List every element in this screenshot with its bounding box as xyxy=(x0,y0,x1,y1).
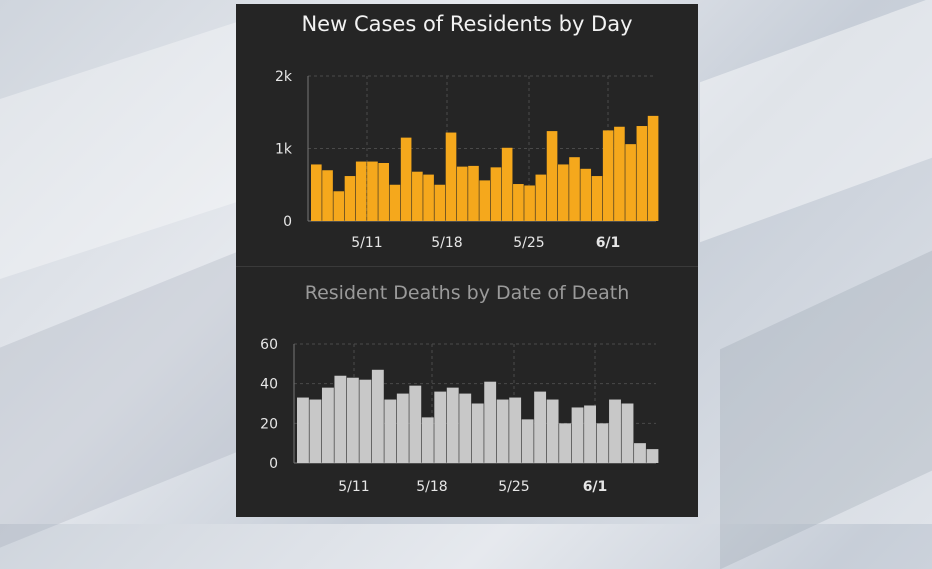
cases-bar[interactable] xyxy=(546,131,558,221)
deaths-y-tick-label: 60 xyxy=(260,337,278,353)
deaths-bar[interactable] xyxy=(371,369,384,463)
cases-bar[interactable] xyxy=(445,132,457,221)
deaths-bar[interactable] xyxy=(534,391,547,463)
cases-bar[interactable] xyxy=(333,191,345,221)
deaths-bar[interactable] xyxy=(321,387,334,463)
deaths-bar[interactable] xyxy=(384,399,397,463)
deaths-bar[interactable] xyxy=(559,423,572,463)
cases-bar[interactable] xyxy=(479,180,491,221)
cases-bar[interactable] xyxy=(591,176,603,221)
cases-bar[interactable] xyxy=(647,115,659,221)
cases-x-tick-label: 6/1 xyxy=(596,235,621,251)
cases-bar[interactable] xyxy=(636,126,648,221)
cases-bar[interactable] xyxy=(311,164,322,221)
background-panel xyxy=(700,0,932,243)
cases-y-tick-label: 1k xyxy=(275,142,293,158)
cases-bar[interactable] xyxy=(367,161,378,221)
deaths-x-tick-label: 5/18 xyxy=(416,479,447,495)
cases-bar[interactable] xyxy=(355,161,367,221)
deaths-x-tick-label: 5/11 xyxy=(338,479,369,495)
cases-bar[interactable] xyxy=(378,163,389,221)
deaths-bar[interactable] xyxy=(346,377,359,463)
cases-x-tick-label: 5/25 xyxy=(513,235,544,251)
deaths-x-tick-label: 6/1 xyxy=(583,479,608,495)
cases-bar[interactable] xyxy=(434,184,446,221)
cases-chart-title: New Cases of Residents by Day xyxy=(301,12,633,36)
cases-bar[interactable] xyxy=(513,184,524,221)
deaths-y-tick-label: 20 xyxy=(260,416,278,432)
deaths-bar[interactable] xyxy=(309,399,322,463)
deaths-bar[interactable] xyxy=(334,375,347,463)
background-panel xyxy=(0,21,240,279)
background-panel xyxy=(0,252,236,548)
cases-bar[interactable] xyxy=(614,126,625,221)
deaths-bar[interactable] xyxy=(609,399,621,463)
deaths-bar[interactable] xyxy=(496,399,509,463)
cases-bar[interactable] xyxy=(423,174,434,221)
deaths-bar[interactable] xyxy=(446,387,459,463)
deaths-bar[interactable] xyxy=(359,379,372,463)
cases-bar[interactable] xyxy=(602,130,614,221)
cases-bar[interactable] xyxy=(569,157,580,221)
cases-bar[interactable] xyxy=(412,171,423,221)
deaths-bar[interactable] xyxy=(596,423,609,463)
cases-bar[interactable] xyxy=(524,185,535,221)
background-panel xyxy=(720,250,932,569)
cases-bar[interactable] xyxy=(400,137,412,221)
deaths-bar[interactable] xyxy=(471,403,484,464)
deaths-bar[interactable] xyxy=(584,405,596,463)
deaths-y-tick-label: 40 xyxy=(260,377,278,393)
deaths-bar[interactable] xyxy=(409,385,422,463)
deaths-bar[interactable] xyxy=(509,397,522,463)
cases-bar[interactable] xyxy=(322,170,333,221)
deaths-bar[interactable] xyxy=(546,399,559,463)
cases-bar[interactable] xyxy=(580,168,592,221)
cases-bar[interactable] xyxy=(456,166,468,221)
deaths-bar[interactable] xyxy=(421,417,434,463)
cases-bar[interactable] xyxy=(501,147,513,221)
deaths-bar[interactable] xyxy=(634,443,646,463)
cases-x-tick-label: 5/11 xyxy=(351,235,382,251)
cases-y-tick-label: 2k xyxy=(275,69,293,85)
cases-y-tick-label: 0 xyxy=(283,214,292,230)
deaths-y-tick-label: 0 xyxy=(269,456,278,472)
cases-bar[interactable] xyxy=(468,165,479,221)
cases-bar[interactable] xyxy=(535,174,547,221)
panel-divider xyxy=(236,266,698,267)
cases-bar[interactable] xyxy=(490,167,502,221)
deaths-bar[interactable] xyxy=(571,407,584,463)
deaths-bar[interactable] xyxy=(646,449,659,463)
deaths-bar[interactable] xyxy=(484,381,497,463)
cases-bar[interactable] xyxy=(557,164,569,221)
dashboard-panel: New Cases of Residents by Day 0 1k 2k 5/11 5… xyxy=(236,4,698,517)
deaths-bar[interactable] xyxy=(396,393,409,463)
cases-bar[interactable] xyxy=(344,176,356,221)
deaths-bar[interactable] xyxy=(459,393,472,463)
deaths-bar[interactable] xyxy=(521,419,534,463)
cases-x-tick-label: 5/18 xyxy=(431,235,462,251)
deaths-chart-title: Resident Deaths by Date of Death xyxy=(304,282,630,304)
deaths-bar[interactable] xyxy=(621,403,634,464)
deaths-bar[interactable] xyxy=(297,397,309,463)
cases-bar-chart: 0 1k 2k 5/11 5/18 5/25 6/1 xyxy=(275,69,659,251)
cases-bar[interactable] xyxy=(625,144,636,221)
deaths-bar[interactable] xyxy=(434,391,447,463)
deaths-x-tick-label: 5/25 xyxy=(498,479,529,495)
deaths-bar-chart: 0 20 40 60 5/11 5/18 5/25 6/1 xyxy=(260,337,659,495)
cases-bar[interactable] xyxy=(389,184,401,221)
